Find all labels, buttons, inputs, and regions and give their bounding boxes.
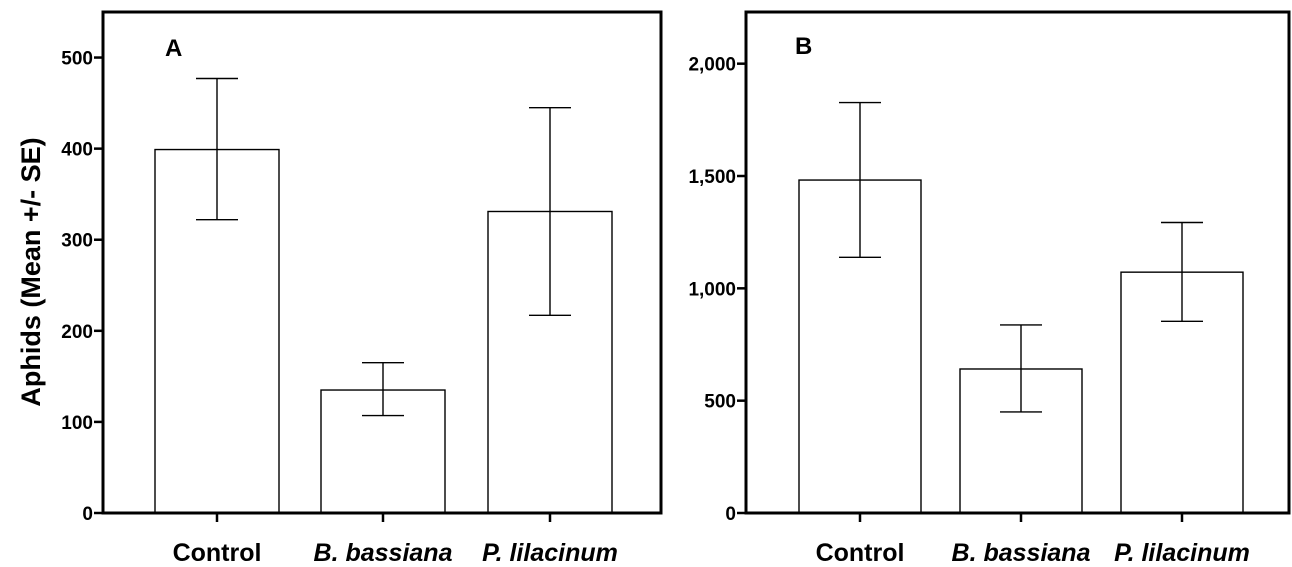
x-category-label: P. lilacinum: [482, 539, 618, 567]
y-tick-label: 0: [725, 504, 736, 525]
x-category-label: Control: [816, 539, 905, 567]
y-tick-label: 100: [61, 413, 93, 434]
chart-panel-b: 0 500 1,000 1,500 2,000 Control B. bassiana P. …: [688, 10, 1291, 567]
y-tick-label: 400: [61, 140, 93, 161]
x-category-label: Control: [173, 539, 262, 567]
y-tick-label: 500: [61, 49, 93, 70]
y-tick-label: 1,000: [688, 279, 736, 300]
x-category-label: B. bassiana: [314, 539, 453, 567]
y-tick-label: 200: [61, 322, 93, 343]
y-tick-label: 1,500: [688, 167, 736, 188]
chart-panel-a: 0 100 200 300 400 500 Control B. bassiana P. lil…: [16, 10, 663, 567]
x-category-label: P. lilacinum: [1114, 539, 1250, 567]
panel-label: A: [165, 35, 182, 62]
y-tick-label: 2,000: [688, 55, 736, 76]
y-tick-label: 0: [82, 504, 93, 525]
plot-frame: [744, 10, 1291, 515]
y-tick-label: 300: [61, 231, 93, 252]
panel-label: B: [795, 33, 812, 60]
x-category-label: B. bassiana: [952, 539, 1091, 567]
y-axis-title: Aphids (Mean +/- SE): [16, 137, 46, 406]
y-tick-label: 500: [704, 392, 736, 413]
